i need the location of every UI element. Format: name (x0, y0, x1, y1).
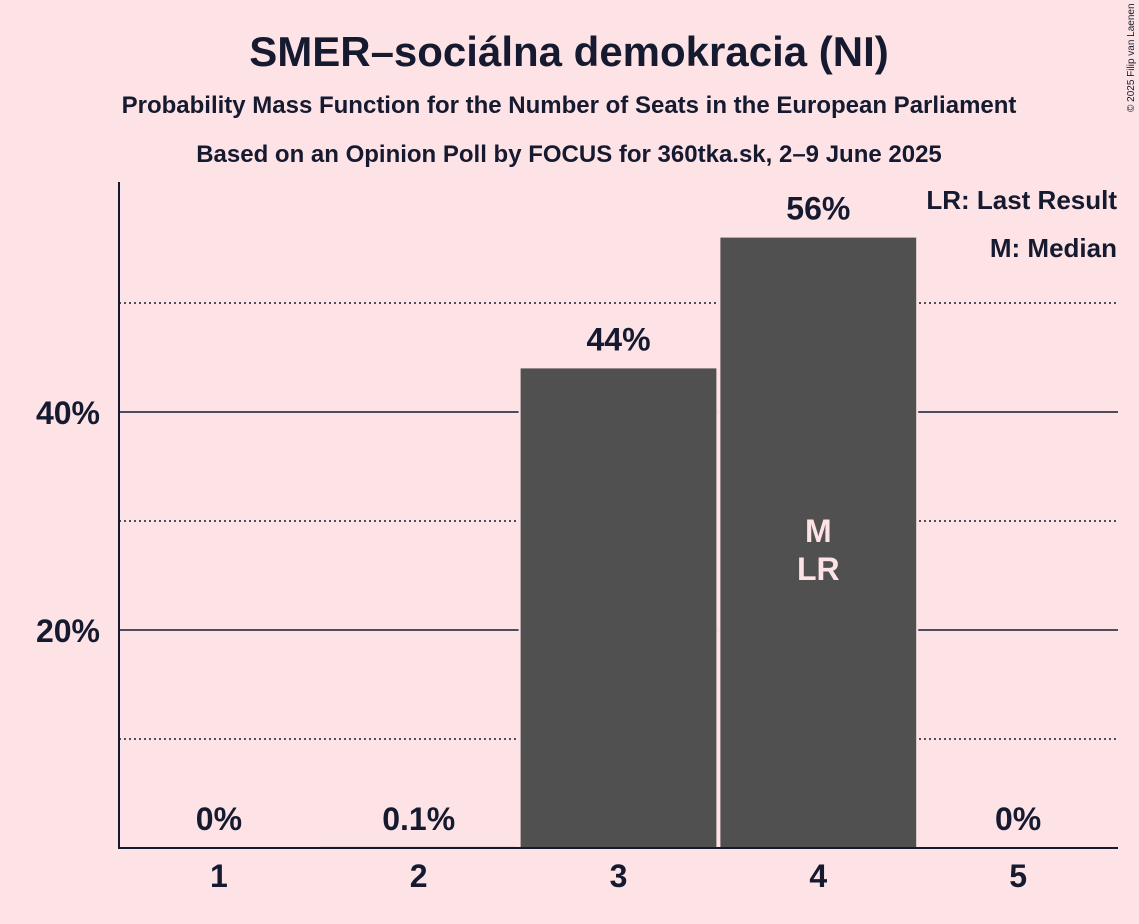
bar-marker-m: M (805, 513, 832, 549)
y-tick-20: 20% (36, 613, 100, 649)
chart-subtitle-1: Probability Mass Function for the Number… (122, 92, 1017, 119)
value-label-3: 44% (586, 321, 650, 357)
value-labels: 0% 0.1% 44% 56% MLR 0% (196, 191, 1041, 837)
bar-marker-lr: LR (797, 551, 840, 587)
copyright: © 2025 Filip van Laenen (1126, 3, 1137, 112)
chart-subtitle-2: Based on an Opinion Poll by FOCUS for 36… (196, 141, 942, 168)
value-label-2: 0.1% (382, 801, 455, 837)
bars (318, 237, 919, 849)
y-tick-labels: 20% 40% (36, 395, 100, 649)
x-tick-labels: 1 2 3 4 5 (210, 858, 1027, 894)
x-tick-3: 3 (610, 858, 628, 894)
value-label-5: 0% (995, 801, 1041, 837)
legend-median: M: Median (990, 233, 1117, 263)
x-tick-4: 4 (809, 858, 827, 894)
y-tick-40: 40% (36, 395, 100, 431)
chart-title: SMER–sociálna demokracia (NI) (249, 28, 889, 75)
gridlines (119, 302, 1118, 740)
x-tick-1: 1 (210, 858, 228, 894)
value-label-4: 56% (786, 191, 850, 227)
bar-4 (720, 237, 917, 849)
legend-last-result: LR: Last Result (926, 185, 1117, 215)
x-tick-5: 5 (1009, 858, 1027, 894)
bar-3 (520, 368, 717, 848)
value-label-1: 0% (196, 801, 242, 837)
x-tick-2: 2 (410, 858, 428, 894)
